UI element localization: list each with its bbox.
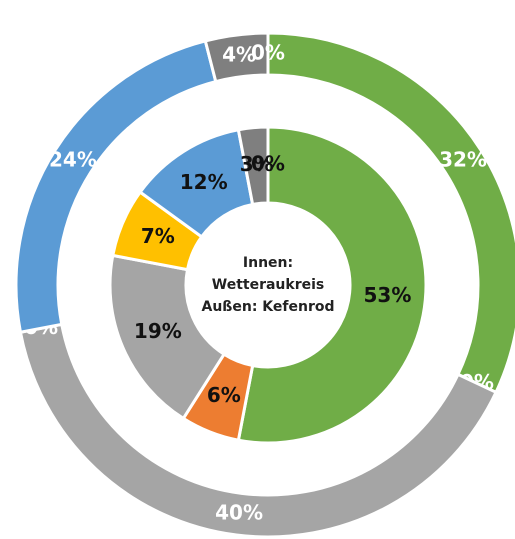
- data-label: 0%: [251, 41, 285, 65]
- data-label: 24%: [49, 148, 97, 172]
- center-label: Außen: Kefenrod: [202, 299, 335, 315]
- donut-hole: [188, 205, 348, 365]
- data-label: 7%: [141, 224, 175, 248]
- data-label: 53%: [364, 283, 412, 307]
- donut-slice: [108, 253, 227, 421]
- data-label: 4%: [222, 42, 256, 66]
- data-label: 19%: [134, 319, 182, 343]
- center-label: Innen:: [243, 255, 293, 271]
- data-label: 6%: [207, 383, 241, 407]
- data-label: 40%: [215, 501, 263, 525]
- data-label: 32%: [439, 148, 487, 172]
- donut-slice: [236, 125, 428, 445]
- center-label: Wetteraukreis: [212, 277, 324, 293]
- data-label: 12%: [180, 170, 228, 194]
- data-label: 3%: [240, 152, 274, 176]
- donut-slice: [236, 125, 270, 207]
- donut-slice: [203, 31, 270, 84]
- data-label: 0%: [251, 152, 285, 176]
